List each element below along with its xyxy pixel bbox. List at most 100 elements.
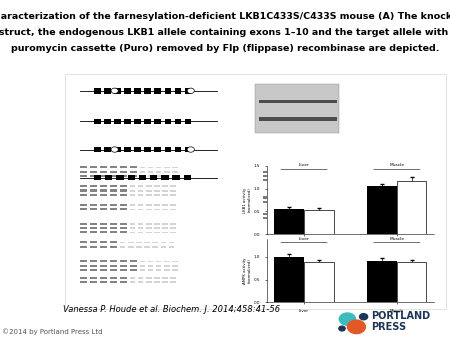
FancyBboxPatch shape	[259, 100, 272, 103]
FancyBboxPatch shape	[184, 175, 191, 180]
FancyBboxPatch shape	[100, 175, 107, 177]
FancyBboxPatch shape	[290, 171, 296, 173]
FancyBboxPatch shape	[100, 208, 107, 210]
FancyBboxPatch shape	[315, 213, 320, 215]
FancyBboxPatch shape	[172, 265, 178, 267]
FancyBboxPatch shape	[307, 213, 312, 215]
FancyBboxPatch shape	[81, 265, 87, 267]
FancyBboxPatch shape	[65, 74, 446, 309]
FancyBboxPatch shape	[146, 204, 152, 206]
FancyBboxPatch shape	[100, 185, 107, 187]
FancyBboxPatch shape	[100, 204, 107, 206]
Circle shape	[360, 314, 368, 320]
FancyBboxPatch shape	[290, 175, 296, 177]
Bar	[397, 262, 427, 302]
FancyBboxPatch shape	[171, 282, 176, 283]
FancyBboxPatch shape	[81, 241, 87, 243]
FancyBboxPatch shape	[162, 227, 168, 229]
FancyBboxPatch shape	[171, 232, 176, 234]
FancyBboxPatch shape	[171, 277, 176, 279]
FancyBboxPatch shape	[81, 166, 87, 168]
Bar	[397, 180, 427, 234]
Circle shape	[347, 320, 365, 334]
FancyBboxPatch shape	[90, 204, 97, 206]
FancyBboxPatch shape	[146, 223, 152, 225]
Text: construct, the endogenous LKB1 allele containing exons 1–10 and the target allel: construct, the endogenous LKB1 allele co…	[0, 28, 450, 37]
FancyBboxPatch shape	[138, 209, 144, 210]
FancyBboxPatch shape	[81, 190, 87, 192]
FancyBboxPatch shape	[100, 265, 107, 267]
FancyBboxPatch shape	[315, 171, 320, 173]
FancyBboxPatch shape	[144, 119, 151, 124]
FancyBboxPatch shape	[134, 147, 141, 152]
FancyBboxPatch shape	[94, 147, 100, 152]
FancyBboxPatch shape	[100, 246, 107, 248]
FancyBboxPatch shape	[172, 261, 178, 262]
FancyBboxPatch shape	[124, 88, 131, 94]
FancyBboxPatch shape	[161, 246, 166, 248]
Bar	[304, 262, 334, 302]
FancyBboxPatch shape	[144, 242, 150, 243]
FancyBboxPatch shape	[110, 204, 117, 206]
FancyBboxPatch shape	[281, 213, 287, 215]
Circle shape	[339, 313, 356, 325]
FancyBboxPatch shape	[307, 171, 312, 173]
Bar	[304, 211, 334, 234]
FancyBboxPatch shape	[290, 200, 296, 203]
FancyBboxPatch shape	[307, 217, 312, 219]
FancyBboxPatch shape	[315, 201, 320, 203]
FancyBboxPatch shape	[256, 84, 339, 133]
FancyBboxPatch shape	[171, 194, 176, 196]
FancyBboxPatch shape	[81, 208, 87, 210]
FancyBboxPatch shape	[307, 201, 312, 203]
FancyBboxPatch shape	[100, 241, 107, 243]
FancyBboxPatch shape	[120, 227, 127, 229]
FancyBboxPatch shape	[311, 117, 324, 121]
FancyBboxPatch shape	[120, 175, 127, 177]
FancyBboxPatch shape	[90, 265, 97, 267]
FancyBboxPatch shape	[162, 186, 168, 187]
Text: ©2014 by Portland Press Ltd: ©2014 by Portland Press Ltd	[2, 328, 103, 335]
FancyBboxPatch shape	[94, 88, 100, 94]
FancyBboxPatch shape	[90, 260, 97, 262]
FancyBboxPatch shape	[130, 166, 137, 168]
Circle shape	[111, 147, 118, 152]
FancyBboxPatch shape	[120, 194, 127, 196]
FancyBboxPatch shape	[272, 196, 278, 199]
FancyBboxPatch shape	[315, 175, 320, 177]
FancyBboxPatch shape	[130, 186, 135, 187]
FancyBboxPatch shape	[281, 200, 287, 203]
FancyBboxPatch shape	[110, 166, 117, 168]
FancyBboxPatch shape	[138, 204, 144, 206]
FancyBboxPatch shape	[110, 265, 117, 267]
FancyBboxPatch shape	[299, 179, 304, 181]
FancyBboxPatch shape	[110, 171, 117, 173]
FancyBboxPatch shape	[105, 175, 112, 180]
FancyBboxPatch shape	[81, 175, 87, 177]
FancyBboxPatch shape	[156, 261, 162, 262]
FancyBboxPatch shape	[298, 100, 311, 103]
FancyBboxPatch shape	[263, 175, 269, 177]
FancyBboxPatch shape	[165, 88, 171, 94]
FancyBboxPatch shape	[124, 147, 131, 152]
FancyBboxPatch shape	[162, 232, 168, 234]
FancyBboxPatch shape	[146, 186, 152, 187]
FancyBboxPatch shape	[138, 186, 144, 187]
Bar	[274, 209, 304, 234]
FancyBboxPatch shape	[81, 232, 87, 234]
FancyBboxPatch shape	[114, 147, 121, 152]
FancyBboxPatch shape	[100, 190, 107, 192]
FancyBboxPatch shape	[90, 281, 97, 283]
FancyBboxPatch shape	[94, 119, 100, 124]
FancyBboxPatch shape	[263, 196, 269, 199]
FancyBboxPatch shape	[263, 213, 269, 215]
FancyBboxPatch shape	[259, 117, 272, 121]
FancyBboxPatch shape	[175, 88, 181, 94]
Bar	[274, 257, 304, 302]
FancyBboxPatch shape	[148, 171, 153, 173]
FancyBboxPatch shape	[185, 88, 191, 94]
Text: Muscle: Muscle	[389, 237, 405, 241]
FancyBboxPatch shape	[130, 209, 135, 210]
FancyBboxPatch shape	[120, 260, 127, 262]
FancyBboxPatch shape	[162, 204, 168, 206]
